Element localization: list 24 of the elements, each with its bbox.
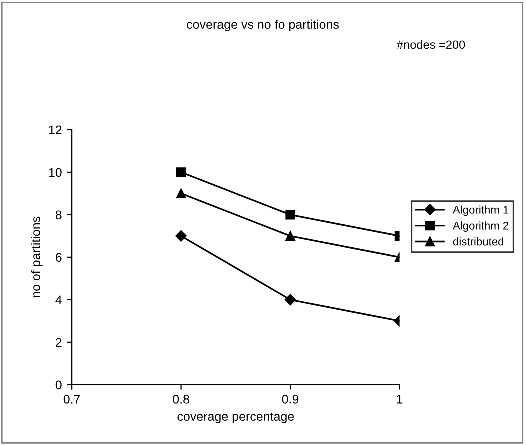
y-tick-label: 2 [56, 338, 62, 347]
x-tick-label: 1 [397, 395, 403, 404]
y-tick-label: 8 [56, 210, 62, 220]
point [176, 188, 186, 199]
point [286, 210, 296, 220]
point [286, 231, 296, 242]
y-tick-label: 10 [49, 168, 62, 178]
x-tick-label: 0.9 [282, 394, 299, 404]
point [284, 294, 296, 306]
point [176, 168, 186, 178]
y-tick-label: 0 [56, 380, 62, 390]
legend-label: distributed [453, 238, 504, 246]
y-tick-label: 4 [56, 296, 62, 304]
x-tick-label: 0.7 [64, 394, 80, 404]
x-axis-title: coverage percentage [178, 412, 294, 424]
y-tick-label: 12 [49, 126, 62, 134]
legend-label: Algorithm 2 [453, 222, 509, 232]
legend-label: Algorithm 1 [453, 206, 509, 216]
chart-title: coverage vs no fo partitions [187, 20, 339, 32]
text: #nodes =200 [397, 40, 466, 50]
point [176, 230, 187, 242]
y-axis-title: no of partitions [31, 216, 43, 298]
x-tick-label: 0.8 [173, 394, 190, 404]
y-tick-label: 6 [56, 253, 62, 262]
